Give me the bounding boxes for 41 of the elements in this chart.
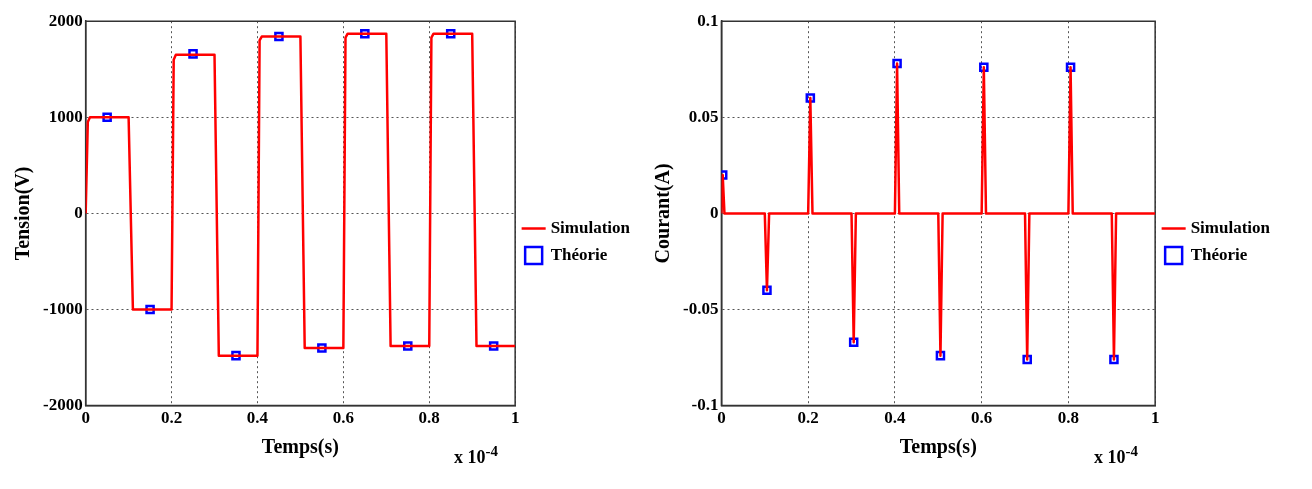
x-tick-label: 0.2: [797, 408, 819, 428]
y-tick-label: 0.1: [697, 10, 719, 30]
point: [848, 337, 859, 347]
legend-label: Théorie: [550, 244, 608, 264]
x-tick-label: 0.4: [884, 408, 907, 428]
x-tick-label: 1: [510, 408, 520, 428]
point: [317, 343, 327, 353]
x-axis-title: Temps(s): [261, 435, 339, 459]
point: [1109, 354, 1119, 365]
point: [805, 93, 816, 103]
y-axis-title: Courant(A): [651, 163, 675, 264]
point: [979, 62, 989, 73]
y-tick-label: -1000: [42, 298, 83, 318]
y-tick-label: 0: [74, 202, 83, 222]
legend-label: Simulation: [1190, 217, 1271, 237]
x-axis-title: Temps(s): [899, 435, 977, 459]
point: [892, 58, 902, 69]
legend-label: Simulation: [550, 217, 631, 237]
x-tick-label: 0.4: [246, 408, 269, 428]
x-tick-label: 0.2: [160, 408, 183, 428]
y-tick-label: 2000: [48, 10, 83, 30]
y-tick-label: 0.05: [688, 106, 719, 126]
text: x 10$^{-4}$: [1094, 443, 1138, 468]
y-tick-label: 1000: [48, 106, 83, 126]
point: [1022, 354, 1032, 365]
x-tick-label: 0.8: [1057, 408, 1080, 428]
point: [402, 341, 413, 351]
text: x 10$^{-4}$: [454, 443, 498, 468]
point: [762, 285, 772, 296]
legend-label: Théorie: [1190, 244, 1248, 264]
x-tick-label: 0.8: [418, 408, 440, 428]
y-axis-title: Tension(V): [11, 166, 35, 261]
x-tick-label: 1: [1150, 408, 1160, 428]
y-tick-label: -0.1: [691, 394, 719, 414]
y-tick-label: -2000: [42, 394, 83, 414]
y-tick-label: 0: [709, 202, 719, 222]
point: [488, 341, 499, 351]
x-tick-label: 0.6: [332, 408, 354, 428]
x-tick-label: 0.6: [971, 408, 993, 428]
y-tick-label: -0.05: [682, 298, 719, 318]
point: [188, 49, 198, 59]
